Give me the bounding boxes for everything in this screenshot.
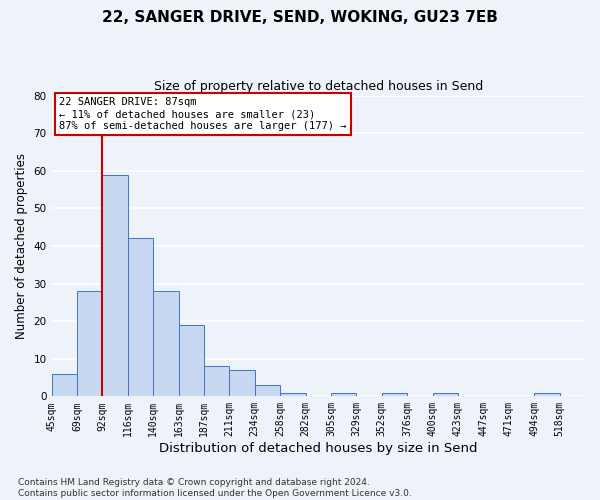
Text: 22, SANGER DRIVE, SEND, WOKING, GU23 7EB: 22, SANGER DRIVE, SEND, WOKING, GU23 7EB [102,10,498,25]
Bar [103,174,128,396]
Bar [382,392,407,396]
Bar [204,366,229,396]
X-axis label: Distribution of detached houses by size in Send: Distribution of detached houses by size … [159,442,478,455]
Text: Contains HM Land Registry data © Crown copyright and database right 2024.
Contai: Contains HM Land Registry data © Crown c… [18,478,412,498]
Bar [128,238,153,396]
Y-axis label: Number of detached properties: Number of detached properties [15,153,28,339]
Bar [331,392,356,396]
Bar [179,325,204,396]
Title: Size of property relative to detached houses in Send: Size of property relative to detached ho… [154,80,483,93]
Bar [229,370,255,396]
Bar [433,392,458,396]
Bar [280,392,305,396]
Bar [534,392,560,396]
Bar [52,374,77,396]
Bar [255,385,280,396]
Bar [77,291,103,397]
Text: 22 SANGER DRIVE: 87sqm
← 11% of detached houses are smaller (23)
87% of semi-det: 22 SANGER DRIVE: 87sqm ← 11% of detached… [59,98,347,130]
Bar [153,291,179,397]
